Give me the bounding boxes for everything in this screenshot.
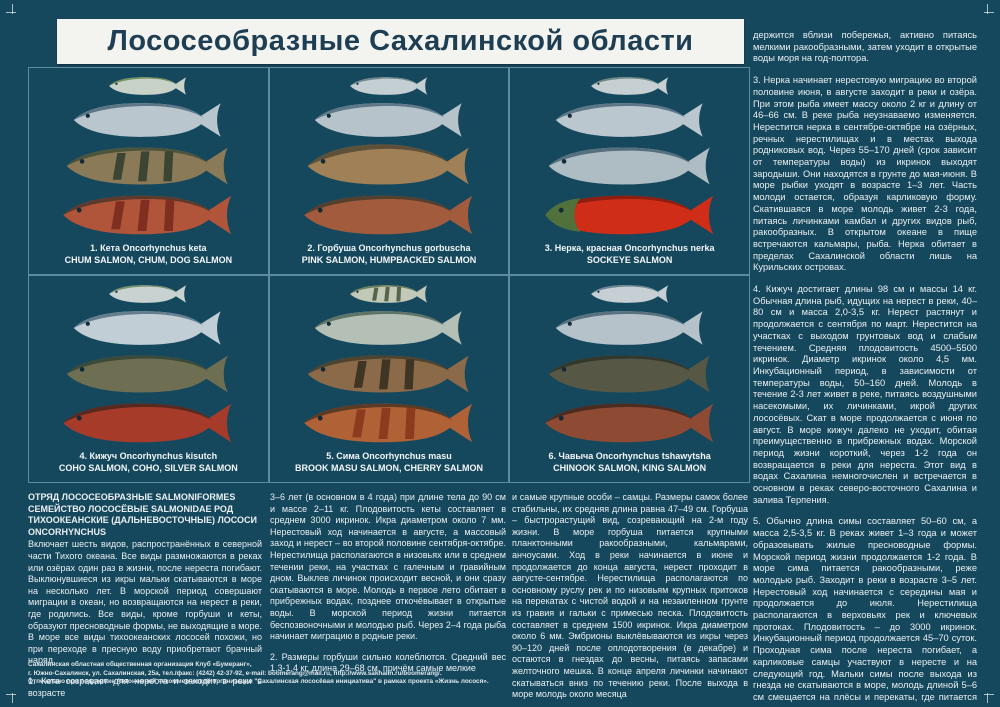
caption-english: CHUM SALMON, CHUM, DOG SALMON [64,255,233,265]
sockeye-marine-illustration [555,103,703,137]
chinook-smolt-illustration [590,285,668,303]
caption-english: SOCKEYE SALMON [586,255,673,265]
coho-smolt-illustration [109,285,187,303]
pink-marine-illustration [314,103,462,137]
crop-mark [987,4,988,14]
chinook-dark-illustration [548,355,710,393]
panel-caption: 6. Чавыча Oncorhynchus tshawytsha CHINOO… [510,450,749,482]
caption-english: BROOK MASU SALMON, CHERRY SALMON [294,463,483,473]
masu-paragraph: 5. Обычно длина симы составляет 50–60 см… [753,516,977,707]
crop-mark [984,12,994,13]
panel-chum: 1. Кета Oncorhynchus keta CHUM SALMON, C… [29,68,268,274]
pink-smolt-illustration [350,77,428,95]
pink-humpback-male-illustration [307,144,469,185]
panel-coho: 4. Кижуч Oncorhynchus kisutch COHO SALMO… [29,276,268,482]
panel-masu: 5. Сима Oncorhynchus masu BROOK MASU SAL… [269,276,509,482]
intro-paragraph: Включает шесть видов, распространённых в… [28,539,262,666]
chum-smolt-illustration [109,77,187,95]
panel-caption: 3. Нерка, красная Oncorhynchus nerka SOC… [510,242,749,274]
imprint-line-3: Отпечатано при поддержке Автономной неко… [28,678,489,686]
masu-parr-illustration [350,285,428,303]
fish-illustrations [270,276,509,450]
title-banner: Лососеобразные Сахалинской области [57,19,744,64]
sockeye-paragraph: 3. Нерка начинает нерестовую миграцию во… [753,75,977,273]
sockeye-spawning-red-illustration [544,195,713,235]
taxonomy-block: ОТРЯД ЛОСОСЕОБРАЗНЫЕ SALMONIFORMES СЕМЕЙ… [28,492,262,707]
crop-mark [987,693,988,703]
chinook-spawning-illustration [544,403,713,443]
panel-pink: 2. Горбуша Oncorhynchus gorbuscha PINK S… [269,68,509,274]
page-title: Лососеобразные Сахалинской области [107,25,694,57]
crop-mark [6,12,16,13]
chum-paragraph-start: 1. Кета созревает для нереста и заходит … [28,675,262,698]
fish-illustrations [29,68,268,242]
pink-spawning-illustration [304,195,473,235]
text-column-1: 3–6 лет (в основном в 4 года) при длине … [270,492,506,684]
fish-illustrations [510,276,749,450]
chum-marine-illustration [74,103,222,137]
pink-paragraph-end: держится вблизи побережья, активно питая… [753,30,977,64]
caption-english: PINK SALMON, HUMPBACKED SALMON [301,255,477,265]
imprint-line-1: Сахалинская областная общественная орган… [28,661,252,668]
panel-caption: 5. Сима Oncorhynchus masu BROOK MASU SAL… [270,450,509,482]
fish-illustrations [510,68,749,242]
caption-russian: 3. Нерка, красная Oncorhynchus nerka [544,243,715,253]
crop-mark [984,694,994,695]
caption-russian: 2. Горбуша Oncorhynchus gorbuscha [307,243,471,253]
panel-sockeye: 3. Нерка, красная Oncorhynchus nerka SOC… [510,68,749,274]
crop-mark [12,693,13,703]
panel-caption: 2. Горбуша Oncorhynchus gorbuscha PINK S… [270,242,509,274]
panel-caption: 1. Кета Oncorhynchus keta CHUM SALMON, C… [29,242,268,274]
coho-marine-illustration [74,311,222,345]
caption-russian: 1. Кета Oncorhynchus keta [90,243,207,253]
fish-illustrations [270,68,509,242]
coho-paragraph: 4. Кижуч достигает длины 98 см и массы 1… [753,284,977,505]
species-grid: 1. Кета Oncorhynchus keta CHUM SALMON, C… [28,67,750,483]
sockeye-smolt-illustration [590,77,668,95]
coho-dark-illustration [67,355,229,393]
caption-russian: 5. Сима Oncorhynchus masu [326,451,452,461]
panel-chinook: 6. Чавыча Oncorhynchus tshawytsha CHINOO… [510,276,749,482]
chinook-marine-illustration [555,311,703,345]
masu-marine-illustration [314,311,462,345]
pink-paragraph-start: 2. Размеры горбуши сильно колеблются. Ср… [270,651,506,674]
caption-russian: 6. Чавыча Oncorhynchus tshawytsha [548,451,711,461]
text-column-2: и самые крупные особи – самцы. Размеры с… [512,492,748,707]
coho-spawning-red-illustration [63,403,232,443]
imprint-line-2: г. Южно-Сахалинск, ул. Сахалинская, 25а,… [28,669,442,677]
chum-spawning-male-illustration [67,147,229,185]
pink-paragraph-cont: и самые крупные особи – самцы. Размеры с… [512,492,748,700]
taxonomy-header: ОТРЯД ЛОСОСЕОБРАЗНЫЕ SALMONIFORMES СЕМЕЙ… [28,492,258,537]
fish-illustrations [29,276,268,450]
panel-caption: 4. Кижуч Oncorhynchus kisutch COHO SALMO… [29,450,268,482]
chum-paragraph-cont: 3–6 лет (в основном в 4 года) при длине … [270,492,506,642]
crop-mark [6,694,16,695]
caption-english: CHINOOK SALMON, KING SALMON [553,463,707,473]
imprint: Сахалинская областная общественная орган… [28,661,528,687]
masu-spawning-male-illustration [307,355,469,393]
masu-spawning-striped-illustration [304,403,473,443]
caption-russian: 4. Кижуч Oncorhynchus kisutch [79,451,218,461]
text-column-right: держится вблизи побережья, активно питая… [753,30,977,707]
chum-spawning-red-illustration [63,195,232,235]
sockeye-marine2-illustration [548,147,710,185]
caption-english: COHO SALMON, COHO, SILVER SALMON [58,463,238,473]
crop-mark [12,4,13,14]
